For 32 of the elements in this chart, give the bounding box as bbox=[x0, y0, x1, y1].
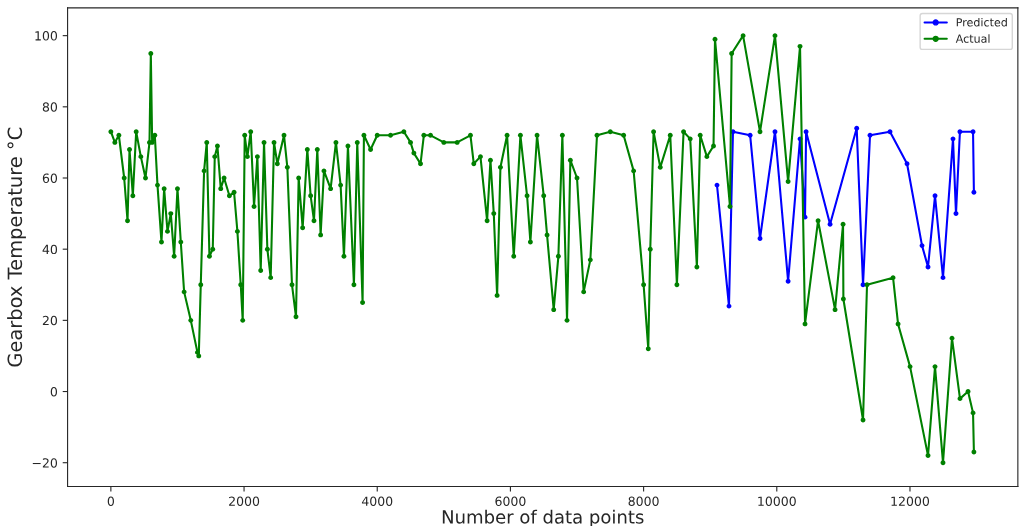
point bbox=[772, 129, 778, 135]
y-tick-label: 0 bbox=[50, 387, 58, 397]
point bbox=[747, 132, 753, 138]
y-tick-label: 40 bbox=[42, 244, 58, 255]
point bbox=[827, 221, 833, 227]
y-tick-label: 60 bbox=[42, 173, 58, 183]
point bbox=[957, 129, 963, 135]
y-tick-label: −20 bbox=[32, 458, 58, 468]
point bbox=[867, 132, 873, 138]
legend-label: Predicted bbox=[956, 17, 1007, 27]
x-tick-label: 12000 bbox=[891, 496, 930, 506]
x-tick-label: 0 bbox=[107, 496, 115, 506]
point bbox=[932, 193, 938, 199]
point bbox=[854, 125, 860, 131]
legend-label: Actual bbox=[955, 34, 990, 43]
point bbox=[860, 282, 866, 288]
point bbox=[887, 129, 893, 135]
point bbox=[904, 161, 910, 167]
point bbox=[971, 189, 977, 195]
y-tick-label: 100 bbox=[35, 31, 58, 41]
point bbox=[970, 129, 976, 135]
x-tick-label: 2000 bbox=[229, 496, 260, 506]
point bbox=[940, 275, 946, 281]
y-tick-label: 80 bbox=[42, 102, 58, 112]
x-tick-label: 4000 bbox=[361, 496, 393, 506]
point bbox=[785, 278, 791, 284]
y-tick-label: 20 bbox=[42, 315, 58, 326]
point bbox=[803, 129, 809, 135]
x-tick-label: 10000 bbox=[758, 496, 796, 506]
x-tick-label: 6000 bbox=[495, 496, 526, 506]
x-tick-label: 8000 bbox=[628, 496, 659, 506]
y-axis-title: Gearbox Temperature °C bbox=[7, 127, 26, 367]
